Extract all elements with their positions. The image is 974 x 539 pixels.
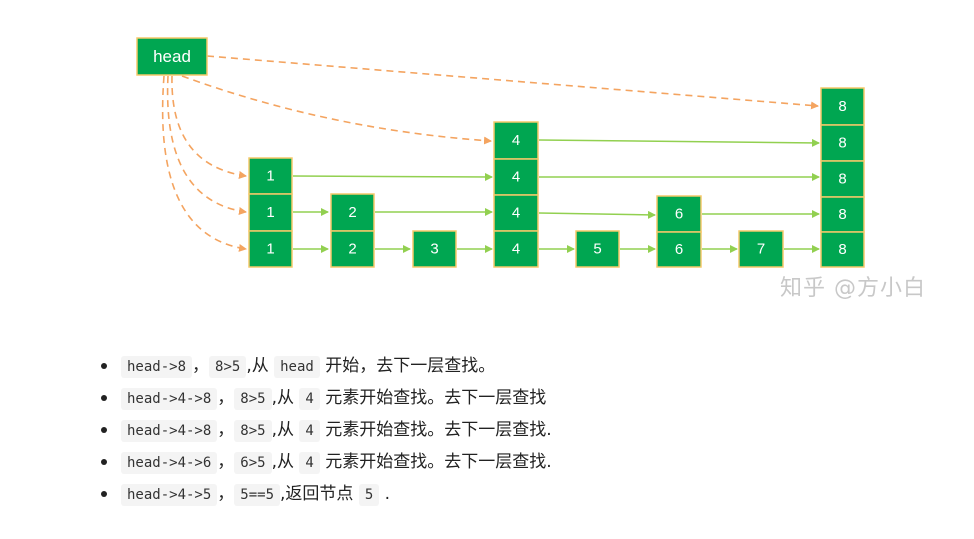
head-label: head: [153, 47, 191, 66]
node-l1-2: 2: [330, 230, 375, 268]
l3-arrow-1-4: [292, 172, 493, 181]
svg-text:3: 3: [430, 241, 438, 258]
step-text: ,从: [271, 420, 294, 440]
step-text: ,返回节点: [280, 484, 354, 504]
step-text: ,从: [246, 356, 269, 376]
step-text: 元素开始查找。去下一层查找: [325, 388, 547, 408]
head-pointers: [161, 55, 819, 252]
svg-text:8: 8: [838, 171, 846, 188]
svg-text:4: 4: [512, 241, 520, 258]
step-text: ,从: [271, 452, 294, 472]
search-steps-list: head->8， 8>5 ,从 head 开始，去下一层查找。 head->4->8…: [97, 350, 552, 510]
compare-code: 8>5: [209, 356, 247, 378]
node-l1-6: 6: [656, 231, 702, 268]
svg-text:8: 8: [838, 135, 846, 152]
list-item: head->8， 8>5 ,从 head 开始，去下一层查找。: [97, 350, 552, 382]
svg-text:7: 7: [757, 241, 765, 258]
node-l1-8: 8: [820, 231, 865, 268]
step-text: .: [384, 484, 391, 504]
start-code: head: [274, 356, 320, 378]
head-to-level1-arrow: [161, 75, 247, 252]
node-l2-8: 8: [820, 196, 865, 233]
path-code: head->4->6: [121, 452, 218, 474]
node-l2-6: 6: [656, 195, 702, 233]
separator: ，: [217, 420, 235, 440]
compare-code: 8>5: [234, 420, 272, 442]
head-to-level5-arrow: [206, 55, 819, 110]
skip-list-diagram: head 1 1 1 2 2 3 4 4 4 4 5 6 6 7 8 8 8 8…: [136, 37, 865, 268]
svg-text:4: 4: [512, 205, 520, 222]
svg-text:2: 2: [348, 204, 356, 221]
l4-arrow-4-8: [538, 138, 820, 147]
list-item: head->4->6， 6>5 ,从 4 元素开始查找。去下一层查找.: [97, 446, 552, 478]
node-l2-4: 4: [493, 194, 539, 232]
node-l3-1: 1: [248, 157, 293, 195]
separator: ，: [217, 484, 235, 504]
svg-text:4: 4: [512, 132, 520, 149]
start-code: 4: [299, 388, 320, 410]
step-text: ,从: [271, 388, 294, 408]
list-item: head->4->8， 8>5 ,从 4 元素开始查找。去下一层查找: [97, 382, 552, 414]
svg-text:2: 2: [348, 241, 356, 258]
node-l4-8: 8: [820, 124, 865, 162]
path-code: head->4->8: [121, 420, 218, 442]
svg-text:6: 6: [675, 206, 683, 223]
path-code: head->8: [121, 356, 193, 378]
path-code: head->4->8: [121, 388, 218, 410]
separator: ，: [217, 452, 235, 472]
svg-text:5: 5: [593, 241, 601, 258]
node-l1-1: 1: [248, 230, 293, 268]
node-l2-1: 1: [248, 193, 293, 232]
svg-text:4: 4: [512, 169, 520, 186]
separator: ，: [217, 388, 235, 408]
watermark: 知乎 @方小白: [780, 276, 926, 301]
node-l2-2: 2: [330, 193, 375, 232]
compare-code: 8>5: [234, 388, 272, 410]
list-item: head->4->8， 8>5 ,从 4 元素开始查找。去下一层查找.: [97, 414, 552, 446]
separator: ，: [192, 356, 210, 376]
svg-text:1: 1: [266, 204, 274, 221]
svg-text:1: 1: [266, 168, 274, 185]
node-l1-3: 3: [412, 230, 457, 268]
svg-text:8: 8: [838, 241, 846, 258]
level-pointers: [292, 138, 820, 253]
node-l1-7: 7: [738, 230, 784, 268]
compare-code: 6>5: [234, 452, 272, 474]
svg-text:8: 8: [838, 98, 846, 115]
result-code: 5: [358, 484, 380, 506]
step-text: 元素开始查找。去下一层查找.: [325, 420, 552, 440]
head-to-level3-arrow: [171, 75, 247, 179]
svg-text:6: 6: [675, 241, 683, 258]
head-to-level4-arrow: [181, 75, 492, 145]
start-code: 4: [299, 420, 320, 442]
compare-code: 5==5: [234, 484, 281, 506]
svg-text:1: 1: [266, 241, 274, 258]
node-l3-8: 8: [820, 160, 865, 198]
node-l1-5: 5: [575, 230, 620, 268]
step-text: 元素开始查找。去下一层查找.: [325, 452, 552, 472]
svg-text:8: 8: [838, 206, 846, 223]
node-l4-4: 4: [493, 121, 539, 160]
head-node: head: [136, 37, 208, 76]
node-l3-4: 4: [493, 158, 539, 196]
l2-arrow-4-6: [538, 210, 656, 219]
start-code: 4: [299, 452, 320, 474]
head-to-level2-arrow: [166, 75, 247, 215]
path-code: head->4->5: [121, 484, 218, 506]
list-item: head->4->5， 5==5 ,返回节点 5 .: [97, 478, 552, 510]
node-l1-4: 4: [493, 230, 539, 268]
node-l5-8: 8: [820, 87, 865, 126]
step-text: 开始，去下一层查找。: [325, 356, 496, 376]
